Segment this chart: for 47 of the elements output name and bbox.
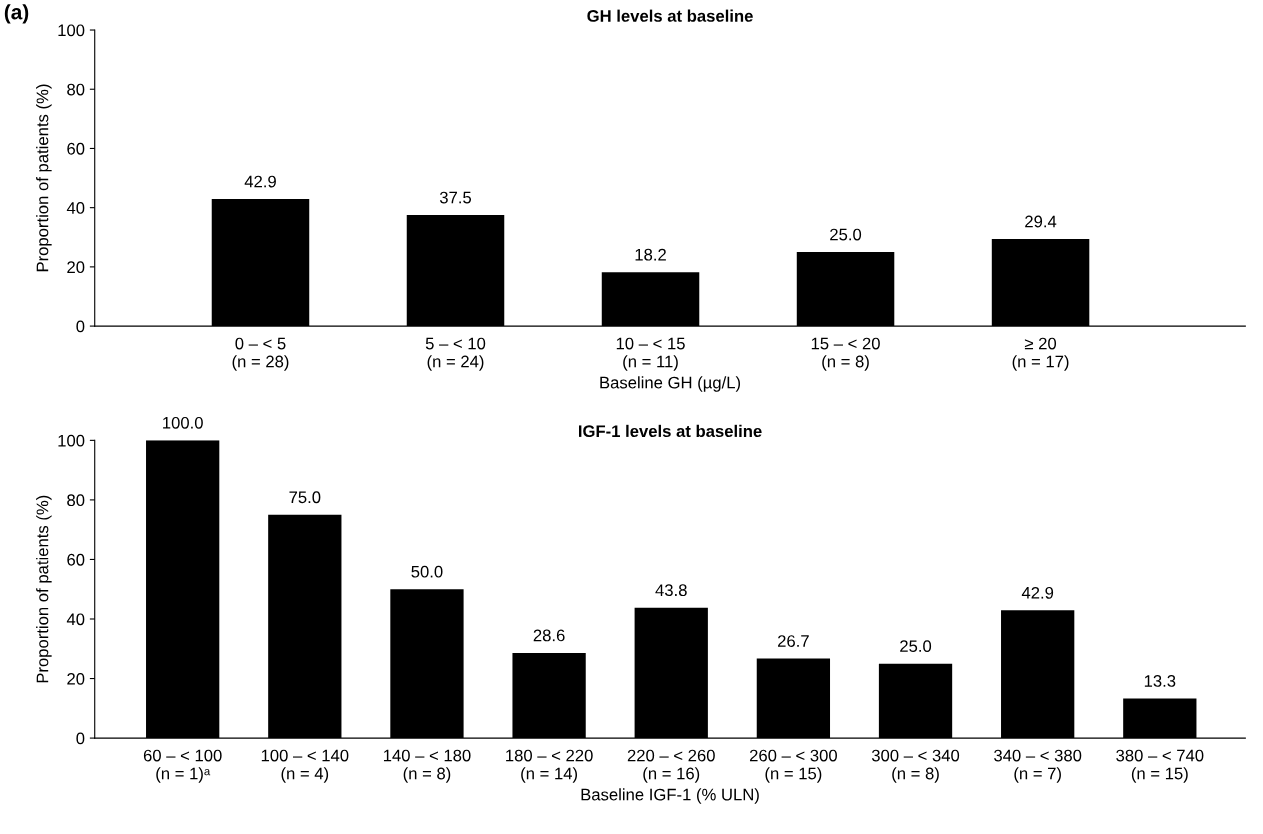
data-label: 25.0 <box>900 640 932 653</box>
x-tick-label: 220 – < 260 (n = 16) <box>627 749 715 783</box>
data-label: 29.4 <box>1025 215 1057 228</box>
data-label: 42.9 <box>1021 586 1054 599</box>
x-tick-label: 15 – < 20 (n = 8) <box>811 337 880 371</box>
x-tick-label: 0 – < 5 (n = 28) <box>232 337 289 371</box>
x-tick-label: 260 – < 300 (n = 15) <box>749 749 837 783</box>
y-tick-label: 100 <box>58 434 85 447</box>
data-label: 28.6 <box>533 629 565 642</box>
data-label: 37.5 <box>439 191 472 204</box>
y-tick-label: 0 <box>76 320 85 333</box>
y-axis-title: Proportion of patients (%) <box>36 495 52 683</box>
chart-title: IGF-1 levels at baseline <box>578 424 762 438</box>
y-tick-label: 80 <box>67 83 85 96</box>
data-label: 26.7 <box>778 635 809 647</box>
data-label: 43.8 <box>655 584 687 597</box>
y-tick-label: 20 <box>67 672 85 685</box>
y-tick-label: 100 <box>58 24 85 37</box>
x-tick-label: 300 – < 340 (n = 8) <box>871 749 960 783</box>
y-tick-label: 80 <box>67 494 85 507</box>
data-label: 75.0 <box>289 491 321 504</box>
text: (a) <box>4 4 29 24</box>
data-label: 13.3 <box>1144 675 1176 687</box>
x-tick-label: 140 – < 180 (n = 8) <box>383 749 471 783</box>
data-label: 50.0 <box>411 565 443 578</box>
x-tick-label: 10 – < 15 (n = 11) <box>616 337 685 371</box>
y-tick-label: 0 <box>76 732 85 745</box>
x-tick-label: 100 – < 140 (n = 4) <box>261 749 349 783</box>
data-label: 18.2 <box>635 248 666 261</box>
x-tick-label: 340 – < 380 (n = 7) <box>994 749 1082 783</box>
x-tick-label: 380 – < 740 (n = 15) <box>1116 749 1204 783</box>
x-axis-title: Baseline IGF-1 (% ULN) <box>581 788 759 804</box>
y-tick-label: 40 <box>66 613 85 626</box>
y-tick-label: 20 <box>67 261 85 274</box>
x-tick-label: 5 – < 10 (n = 24) <box>425 337 486 371</box>
x-tick-label: ≥ 20 (n = 17) <box>1012 337 1069 371</box>
y-tick-label: 40 <box>66 202 85 214</box>
x-tick-label: 60 – < 100 (n = 1)ᵃ <box>143 749 222 783</box>
x-axis-title: Baseline GH (µg/L) <box>600 376 741 392</box>
chart-title: GH levels at baseline <box>587 9 753 22</box>
data-label: 100.0 <box>163 416 203 429</box>
x-tick-label: 180 – < 220 (n = 14) <box>506 749 593 783</box>
data-label: 25.0 <box>830 228 862 241</box>
y-axis-title: Proportion of patients (%) <box>36 84 52 272</box>
y-tick-label: 60 <box>67 142 85 155</box>
y-tick-label: 60 <box>67 553 85 566</box>
data-label: 42.9 <box>244 175 276 188</box>
